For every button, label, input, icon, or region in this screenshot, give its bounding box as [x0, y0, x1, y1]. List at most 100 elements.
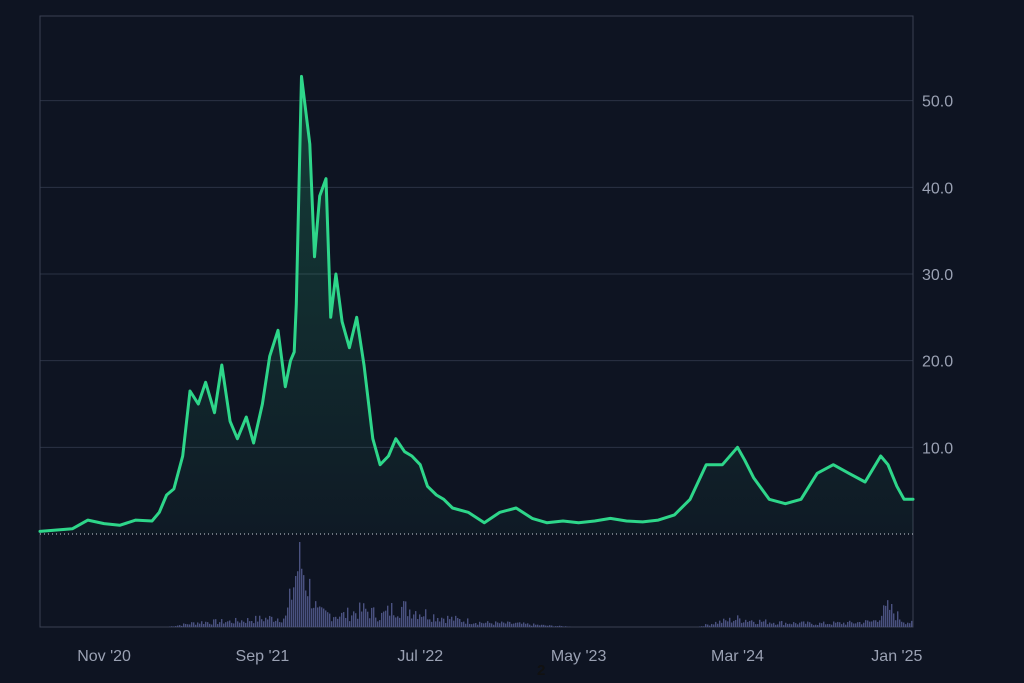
- volume-bar: [177, 625, 179, 627]
- volume-bar: [199, 623, 201, 627]
- volume-bar: [771, 623, 773, 627]
- volume-bar: [371, 607, 373, 627]
- volume-bar: [193, 622, 195, 627]
- volume-bar: [815, 624, 817, 627]
- volume-bar: [409, 609, 411, 627]
- volume-bar: [321, 607, 323, 627]
- volume-bar: [753, 621, 755, 627]
- volume-bar: [739, 618, 741, 627]
- volume-bar: [339, 616, 341, 627]
- volume-bar: [875, 620, 877, 627]
- price-area-fill: [40, 76, 913, 535]
- volume-bar: [291, 599, 293, 627]
- volume-bar: [455, 615, 457, 627]
- volume-bar: [897, 611, 899, 627]
- volume-bar: [179, 625, 181, 627]
- x-tick-label: Jan '25: [871, 648, 922, 665]
- volume-bar: [239, 622, 241, 627]
- volume-bar: [195, 624, 197, 627]
- volume-bar: [835, 622, 837, 627]
- volume-bar: [827, 623, 829, 627]
- volume-bar: [451, 616, 453, 627]
- volume-bar: [811, 623, 813, 627]
- plot-frame: [39, 15, 914, 628]
- volume-bar: [289, 588, 291, 627]
- volume-bar: [237, 621, 239, 627]
- volume-bar: [759, 619, 761, 627]
- volume-bar: [905, 624, 907, 627]
- volume-bar: [435, 621, 437, 627]
- volume-bar: [555, 626, 557, 627]
- volume-bar: [495, 621, 497, 627]
- volume-bar: [397, 616, 399, 627]
- volume-bar: [761, 621, 763, 627]
- volume-bar: [751, 620, 753, 627]
- volume-bar: [543, 624, 545, 627]
- volume-bar: [837, 621, 839, 627]
- volume-bar: [207, 622, 209, 627]
- volume-bar: [901, 621, 903, 627]
- volume-bar: [799, 622, 801, 627]
- volume-bar: [437, 617, 439, 627]
- volume-bar: [277, 618, 279, 627]
- volume-bar: [721, 622, 723, 627]
- volume-bar: [243, 621, 245, 627]
- volume-bar: [303, 575, 305, 627]
- volume-bar: [175, 626, 177, 627]
- volume-bar: [541, 624, 543, 627]
- volume-bar: [891, 603, 893, 627]
- volume-bar: [719, 620, 721, 627]
- volume-bar: [539, 625, 541, 627]
- volume-bar: [777, 624, 779, 627]
- y-axis-ticks: 10.0 20.0 30.0 40.0 50.0: [922, 94, 953, 458]
- volume-bar: [415, 611, 417, 627]
- volume-bar: [307, 596, 309, 627]
- volume-bar: [489, 622, 491, 627]
- volume-bar: [825, 624, 827, 627]
- y-tick-label: 30.0: [922, 267, 953, 284]
- volume-bar: [493, 624, 495, 627]
- volume-bar: [301, 568, 303, 627]
- volume-bar: [741, 622, 743, 627]
- volume-bar: [547, 625, 549, 627]
- volume-bar: [183, 623, 185, 627]
- volume-bar: [393, 615, 395, 627]
- volume-bar: [241, 620, 243, 627]
- volume-bar: [203, 624, 205, 627]
- volume-bar: [345, 617, 347, 627]
- volume-bar: [325, 610, 327, 627]
- volume-bar: [853, 623, 855, 627]
- volume-bar: [269, 615, 271, 627]
- volume-bar: [717, 623, 719, 627]
- volume-bar: [869, 621, 871, 627]
- volume-bar: [849, 620, 851, 627]
- volume-bar: [843, 622, 845, 627]
- volume-bar: [521, 623, 523, 627]
- volume-bar: [859, 621, 861, 627]
- volume-bar: [725, 620, 727, 627]
- volume-bar: [757, 624, 759, 627]
- volume-bar: [885, 605, 887, 627]
- volume-bar: [265, 617, 267, 627]
- volume-bar: [893, 613, 895, 627]
- volume-bar: [349, 621, 351, 627]
- volume-bar: [823, 621, 825, 627]
- volume-bar: [381, 612, 383, 627]
- volume-bar: [363, 603, 365, 627]
- volume-bar: [479, 621, 481, 627]
- volume-bar: [845, 624, 847, 627]
- volume-bar: [855, 623, 857, 627]
- volume-bar: [841, 624, 843, 627]
- volume-bar: [425, 609, 427, 627]
- volume-bar: [387, 605, 389, 627]
- volume-bar: [217, 624, 219, 627]
- volume-bar: [707, 624, 709, 627]
- volume-bar: [421, 616, 423, 627]
- volume-bar: [501, 621, 503, 627]
- volume-bar: [439, 621, 441, 627]
- x-tick-label: Jul '22: [397, 648, 443, 665]
- volume-bar: [449, 619, 451, 627]
- volume-bar: [375, 617, 377, 627]
- volume-bar: [247, 618, 249, 627]
- volume-bar: [213, 619, 215, 627]
